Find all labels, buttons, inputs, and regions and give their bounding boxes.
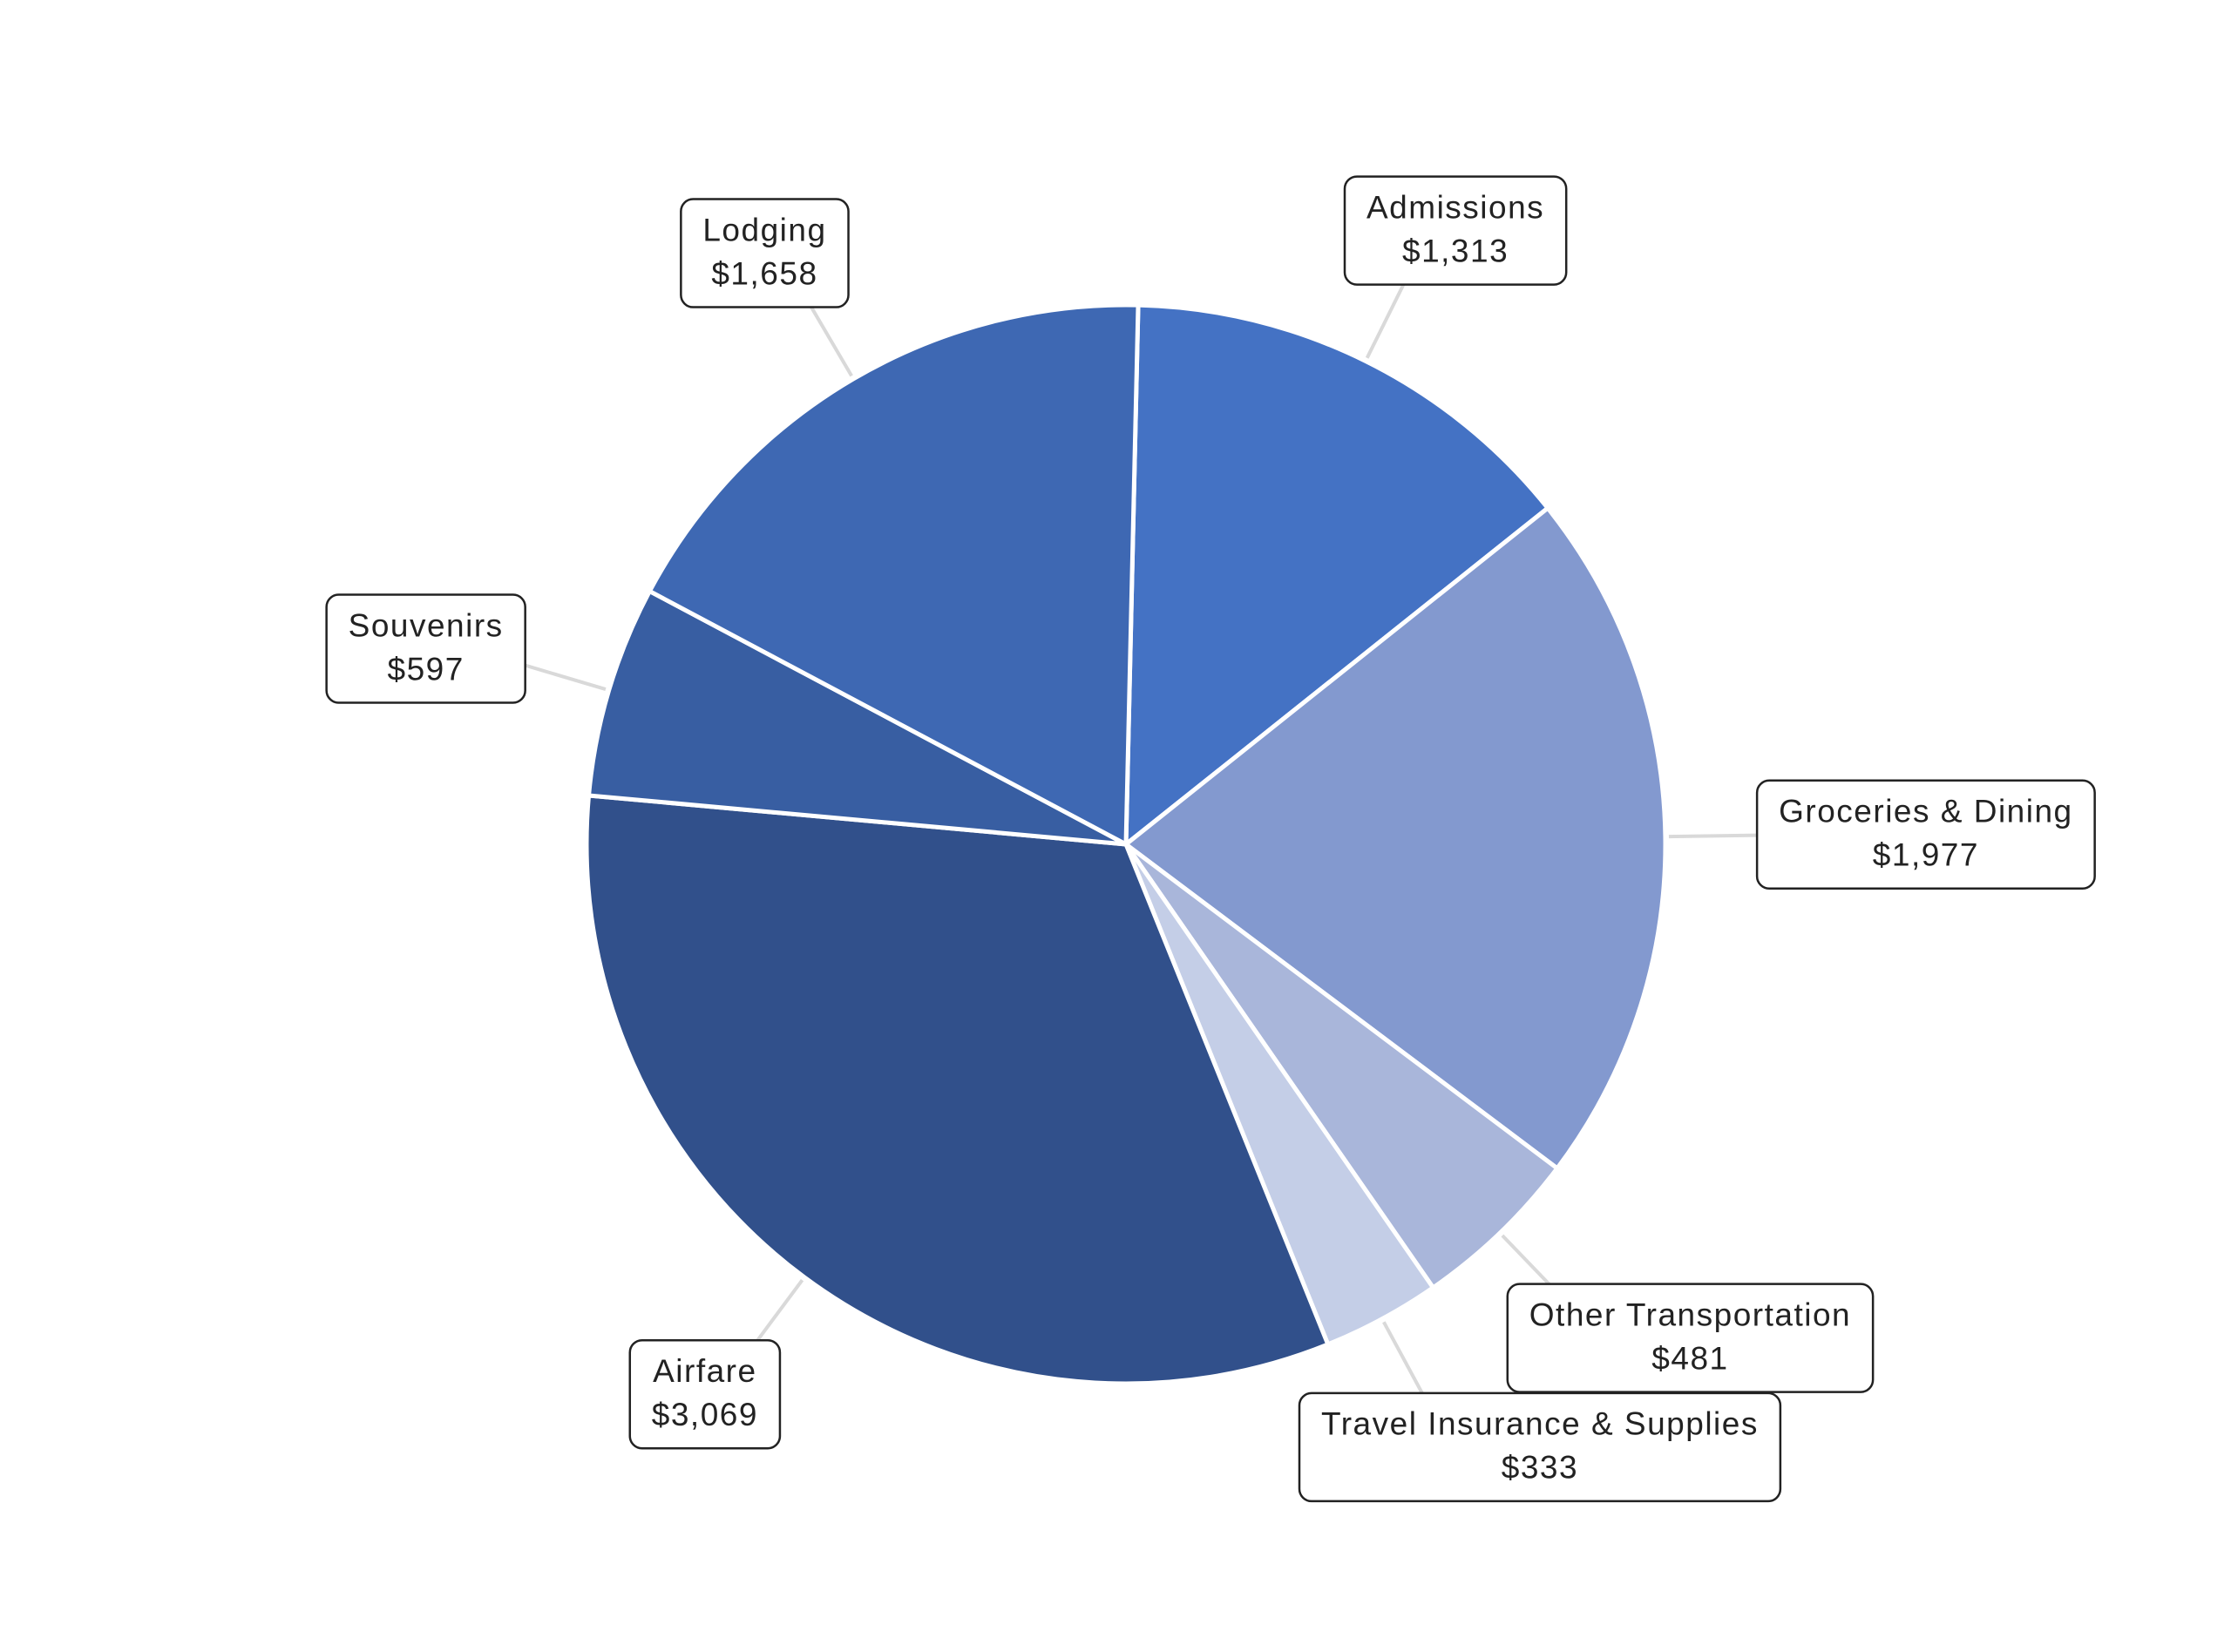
label-value: $1,977	[1873, 837, 1979, 873]
leader-line	[520, 662, 607, 692]
data-label: Other Transportation $481	[1506, 1283, 1875, 1393]
label-box	[680, 198, 850, 308]
label-box	[1298, 1391, 1782, 1503]
data-label: Lodging $1,658	[680, 198, 850, 308]
data-label: Souvenirs $597	[325, 593, 526, 704]
leader-line	[748, 1278, 804, 1352]
slices	[584, 302, 1668, 1386]
leader-line	[805, 299, 853, 377]
label-box	[325, 593, 526, 704]
label-name: Admissions	[1366, 189, 1544, 225]
data-label: Travel Insurance & Supplies $333	[1298, 1391, 1782, 1503]
label-name: Lodging	[702, 212, 826, 247]
pie-slice	[1123, 843, 1561, 1291]
label-name: Souvenirs	[349, 607, 504, 643]
label-value: $1,313	[1402, 233, 1509, 268]
label-box	[1506, 1283, 1875, 1393]
label-value: $597	[388, 651, 465, 687]
leaders	[520, 278, 1758, 1401]
pie-slice	[584, 793, 1332, 1386]
label-box	[1755, 779, 2096, 890]
pie-slice	[586, 588, 1128, 847]
data-label: Airfare $3,069	[628, 1338, 782, 1450]
label-name: Travel Insurance & Supplies	[1321, 1406, 1759, 1442]
label-box	[628, 1338, 782, 1450]
pie-slice	[647, 302, 1141, 849]
labels: Admissions $1,313 Groceries & Dining $1,977…	[325, 175, 2096, 1503]
label-name: Other Transportation	[1529, 1297, 1851, 1332]
data-label: Groceries & Dining $1,977	[1755, 779, 2096, 890]
label-value: $333	[1502, 1450, 1578, 1486]
pie-slice	[1123, 302, 1551, 850]
label-value: $1,658	[711, 255, 817, 291]
pie-slice	[1122, 504, 1668, 1172]
leader-line	[1382, 1321, 1427, 1401]
leader-line	[1365, 278, 1408, 359]
label-box	[1343, 175, 1568, 286]
label-name: Groceries & Dining	[1779, 794, 2073, 829]
label-value: $481	[1651, 1340, 1728, 1376]
data-label: Admissions $1,313	[1343, 175, 1568, 286]
label-value: $3,069	[652, 1397, 758, 1432]
label-name: Airfare	[653, 1353, 756, 1389]
